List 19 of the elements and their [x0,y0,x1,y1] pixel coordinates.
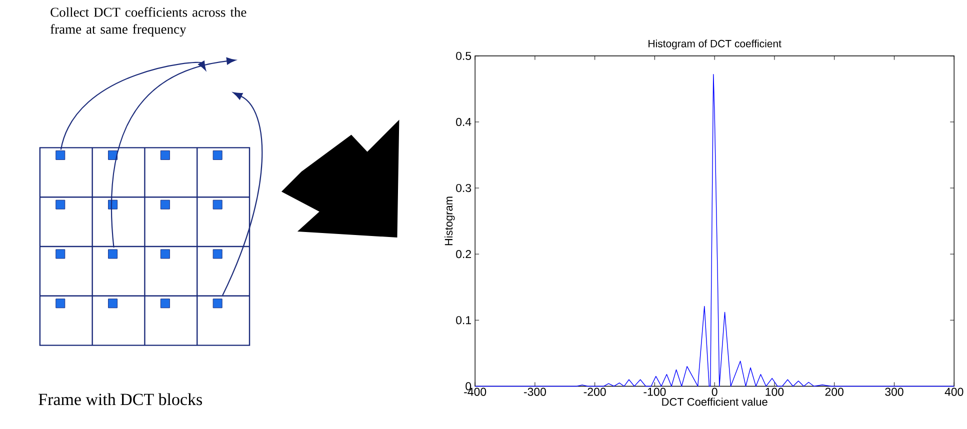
line-series [474,74,954,387]
x-tick-label: 100 [766,388,784,396]
y-tick-label: 0.5 [456,52,472,60]
y-tick-label: 0.3 [456,184,472,192]
chart-title: Histogram of DCT coefficient [648,40,782,50]
text: Collect DCT coefficients across the frame at same frequency [50,7,246,36]
x-tick-label: -200 [584,388,606,396]
x-tick-label: 400 [944,388,964,396]
x-axis-title: DCT Coefficient value [662,398,768,406]
y-tick-label: 0.4 [456,118,472,126]
x-tick-label: 0 [712,388,718,396]
y-tick-label: 0.2 [456,250,471,258]
x-tick-label: -100 [644,388,666,396]
x-tick-label: 200 [825,388,844,396]
y-axis-title: Histogram [444,196,455,246]
x-tick-label: -300 [524,388,546,396]
y-tick-label: 0.1 [456,316,471,324]
x-tick-label: 300 [885,388,904,396]
text: Frame with DCT blocks [38,393,202,406]
